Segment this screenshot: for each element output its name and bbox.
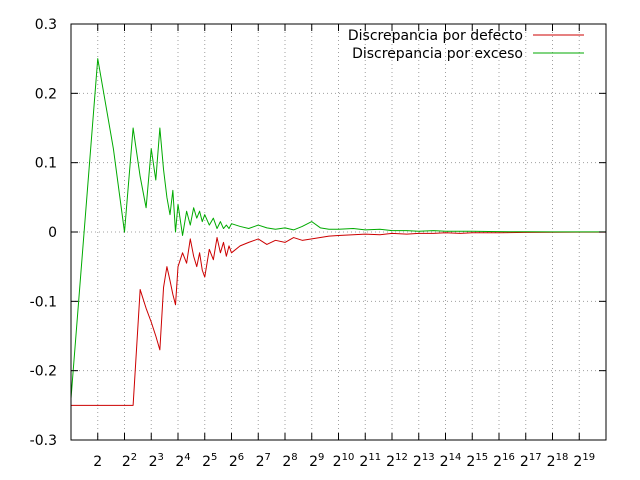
legend-label: Discrepancia por exceso	[352, 46, 523, 62]
x-tick-label: 219	[573, 452, 595, 470]
y-tick-label: 0.3	[35, 17, 57, 33]
x-tick-exponent: 3	[158, 452, 164, 463]
x-tick-label: 22	[122, 452, 137, 470]
x-tick-label: 27	[256, 452, 271, 470]
x-tick-label: 28	[282, 452, 297, 470]
x-tick-label: 215	[466, 452, 488, 470]
x-tick-base: 2	[359, 454, 368, 470]
x-tick-label: 212	[386, 452, 408, 470]
x-tick-base: 2	[202, 454, 211, 470]
x-tick-label: 26	[229, 452, 244, 470]
x-tick-exponent: 17	[529, 452, 542, 463]
x-tick-base: 2	[386, 454, 395, 470]
x-tick-exponent: 9	[318, 452, 324, 463]
x-tick-base: 2	[149, 454, 158, 470]
x-tick-exponent: 6	[238, 452, 244, 463]
legend-label: Discrepancia por defecto	[348, 28, 523, 44]
x-tick-base: 2	[493, 454, 502, 470]
x-tick-base: 2	[333, 454, 342, 470]
x-tick-base: 2	[175, 454, 184, 470]
series-layer	[70, 58, 607, 406]
series-line-2	[70, 58, 606, 399]
x-tick-exponent: 2	[131, 452, 137, 463]
x-tick-label: 24	[175, 452, 190, 470]
x-tick-exponent: 11	[368, 452, 381, 463]
x-tick-label: 211	[359, 452, 381, 470]
y-tick-label: 0.2	[35, 86, 57, 102]
x-tick-exponent: 13	[422, 452, 435, 463]
x-tick-label: 210	[333, 452, 355, 470]
series-line-1	[71, 231, 607, 406]
x-tick-base: 2	[440, 454, 449, 470]
x-tick-label: 217	[520, 452, 542, 470]
x-tick-exponent: 7	[265, 452, 271, 463]
x-tick-exponent: 8	[291, 452, 297, 463]
x-tick-base: 2	[413, 454, 422, 470]
x-tick-base: 2	[466, 454, 475, 470]
x-tick-labels: 2 22 23 24 25 26 27 28 29 210 211 212 213 214 215 216 21…	[93, 452, 595, 470]
y-tick-label: 0	[48, 225, 57, 241]
y-tick-label: -0.2	[30, 364, 57, 380]
x-tick-label: 213	[413, 452, 435, 470]
x-tick-label: 218	[547, 452, 569, 470]
x-tick-exponent: 4	[184, 452, 190, 463]
x-tick-exponent: 14	[449, 452, 462, 463]
x-tick-base: 2	[573, 454, 582, 470]
x-tick-base: 2	[520, 454, 529, 470]
x-tick-base: 2	[229, 454, 238, 470]
x-tick-base: 2	[547, 454, 556, 470]
x-tick-label: 2	[93, 454, 102, 470]
x-tick-base: 2	[309, 454, 318, 470]
x-tick-label: 216	[493, 452, 515, 470]
x-tick-exponent: 5	[211, 452, 217, 463]
x-tick-base: 2	[282, 454, 291, 470]
y-tick-label: -0.3	[30, 433, 57, 449]
x-tick-exponent: 12	[395, 452, 408, 463]
x-tick-base: 2	[93, 454, 102, 470]
x-tick-label: 25	[202, 452, 217, 470]
legend: Discrepancia por defecto Discrepancia por…	[348, 28, 584, 62]
x-tick-base: 2	[122, 454, 131, 470]
ticks	[71, 23, 606, 441]
x-tick-exponent: 10	[342, 452, 355, 463]
x-tick-exponent: 18	[556, 452, 569, 463]
x-tick-base: 2	[256, 454, 265, 470]
x-tick-label: 214	[440, 452, 462, 470]
x-tick-exponent: 19	[582, 452, 595, 463]
x-tick-label: 23	[149, 452, 164, 470]
x-tick-exponent: 15	[475, 452, 488, 463]
y-tick-label: 0.1	[35, 156, 57, 172]
y-tick-labels: 0.3 0.2 0.1 0 -0.1 -0.2 -0.3	[30, 17, 57, 449]
x-tick-label: 29	[309, 452, 324, 470]
x-tick-exponent: 16	[502, 452, 515, 463]
y-tick-label: -0.1	[30, 294, 57, 310]
